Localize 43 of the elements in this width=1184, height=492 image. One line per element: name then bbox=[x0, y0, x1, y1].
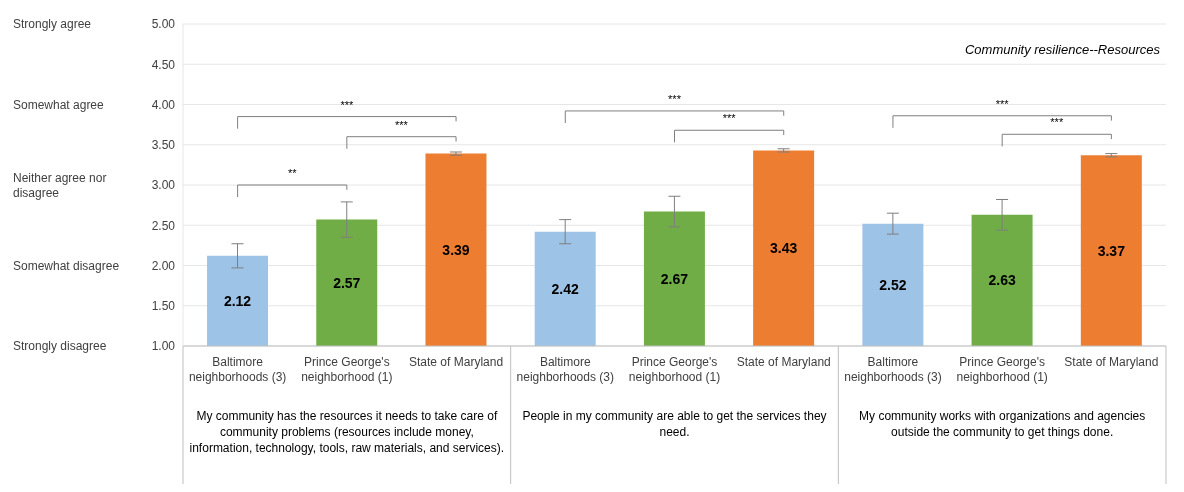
x-tick-label: State of Maryland bbox=[1064, 355, 1159, 369]
text: People in my community are able to get the services they need. bbox=[521, 408, 828, 440]
annotation: *** bbox=[995, 97, 1010, 110]
text: My community works with organizations and agencies outside the community to get things done. bbox=[858, 408, 1147, 440]
data-label: 2.12 bbox=[223, 292, 252, 309]
text: Strongly agree bbox=[13, 17, 92, 31]
data-label: 3.37 bbox=[1097, 242, 1126, 259]
y-tick-label: 2.00 bbox=[151, 258, 176, 273]
x-tick-label: Prince George's neighborhood (1) bbox=[301, 355, 393, 384]
data-label: 3.39 bbox=[442, 241, 470, 258]
data-label: 2.67 bbox=[660, 270, 689, 287]
y-tick-label: 4.00 bbox=[151, 97, 176, 112]
annotation: *** bbox=[1050, 116, 1064, 129]
y-tick-label: 5.00 bbox=[151, 17, 176, 32]
x-tick-label: Baltimore neighborhoods (3) bbox=[516, 355, 614, 384]
y-tick-label: 3.50 bbox=[151, 138, 176, 153]
text: Somewhat agree bbox=[13, 97, 105, 112]
annotation: *** bbox=[340, 98, 354, 111]
y-tick-label: 1.50 bbox=[151, 299, 176, 314]
x-tick-label: State of Maryland bbox=[409, 355, 504, 369]
data-label: 2.42 bbox=[551, 280, 580, 297]
text: Somewhat disagree bbox=[13, 258, 120, 273]
y-tick-label: 1.00 bbox=[151, 339, 176, 354]
data-label: 2.57 bbox=[333, 274, 361, 291]
x-tick-label: Prince George's neighborhood (1) bbox=[628, 355, 721, 384]
y-tick-label: 4.50 bbox=[151, 57, 176, 72]
annotation: *** bbox=[722, 112, 737, 125]
x-tick-label: Prince George's neighborhood (1) bbox=[956, 355, 1048, 384]
text: Neither agree nor disagree bbox=[13, 170, 107, 200]
x-tick-label: Baltimore neighborhoods (3) bbox=[188, 355, 287, 384]
y-tick-label: 2.50 bbox=[151, 218, 176, 233]
annotation: *** bbox=[668, 92, 682, 105]
data-label: 3.43 bbox=[770, 240, 798, 257]
text: My community has the resources it needs to take care of community problems (resources include money, information, technology, tools, raw materials, and services). bbox=[188, 408, 506, 456]
data-label: 2.52 bbox=[879, 276, 907, 293]
x-tick-label: State of Maryland bbox=[736, 355, 831, 369]
annotation: *** bbox=[395, 118, 409, 131]
x-tick-label: Baltimore neighborhoods (3) bbox=[844, 355, 942, 384]
text: Community resilience--Resources bbox=[964, 42, 1161, 57]
annotation: ** bbox=[287, 167, 298, 179]
y-tick-label: 3.00 bbox=[151, 178, 176, 193]
text: Strongly disagree bbox=[13, 339, 107, 353]
data-label: 2.63 bbox=[988, 272, 1016, 289]
